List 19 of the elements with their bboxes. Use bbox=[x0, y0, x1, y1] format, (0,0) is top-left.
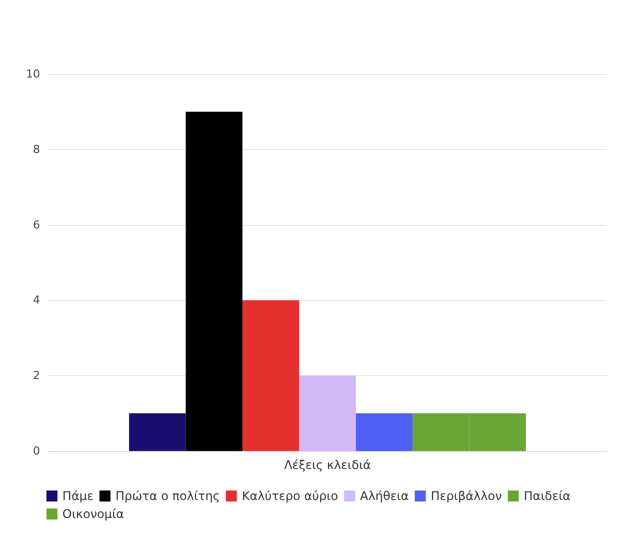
bar bbox=[186, 112, 242, 451]
legend-label: Καλύτερο αύριο bbox=[242, 489, 338, 503]
bar bbox=[299, 376, 356, 451]
y-tick-label: 6 bbox=[33, 218, 40, 232]
y-tick-label: 0 bbox=[33, 444, 40, 458]
legend-label: Οικονομία bbox=[62, 507, 124, 521]
legend-label: Περιβάλλον bbox=[430, 489, 502, 503]
legend-label: Αλήθεια bbox=[360, 489, 409, 503]
x-tick-label: Λέξεις κλειδιά bbox=[284, 458, 371, 472]
legend-label: Παιδεία bbox=[524, 489, 571, 503]
bar bbox=[242, 300, 300, 451]
y-tick-label: 2 bbox=[33, 369, 40, 382]
legend-label: Πάμε bbox=[62, 489, 94, 503]
y-tick-label: 8 bbox=[33, 142, 40, 156]
y-tick-label: 10 bbox=[26, 68, 40, 80]
y-tick-label: 4 bbox=[33, 294, 40, 307]
legend-label: Πρώτα ο πολίτης bbox=[115, 489, 220, 503]
bar bbox=[129, 413, 186, 451]
bar bbox=[356, 413, 413, 451]
